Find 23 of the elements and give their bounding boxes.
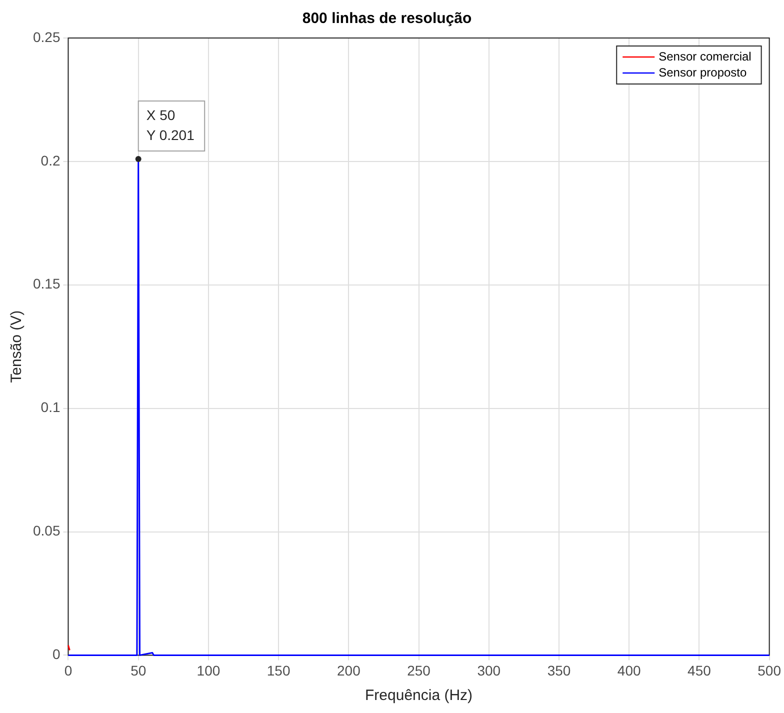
x-tick-label: 150 [266, 662, 290, 678]
x-tick-label: 100 [196, 662, 220, 678]
x-tick-label: 450 [688, 662, 712, 678]
x-tick-label: 250 [407, 662, 431, 678]
x-tick-label: 50 [130, 662, 146, 678]
y-tick-label: 0.25 [33, 28, 60, 45]
x-tick-label: 350 [547, 662, 571, 678]
y-tick-label: 0.1 [40, 399, 60, 416]
x-tick-label: 400 [617, 662, 641, 678]
y-tick-label: 0 [52, 646, 60, 662]
x-tick-label: 0 [64, 662, 72, 678]
chart-title: 800 linhas de resolução [302, 10, 472, 28]
x-axis-title: Frequência (Hz) [365, 687, 473, 704]
x-tick-label: 500 [758, 662, 782, 678]
y-axis-title: Tensão (V) [8, 310, 26, 383]
x-tick-label: 200 [336, 662, 361, 678]
x-tick-label: 300 [477, 662, 501, 678]
y-tick-label: 0.05 [33, 522, 60, 539]
legend-label: Sensor proposto [658, 65, 747, 80]
legend-label: Sensor comercial [658, 49, 752, 64]
annotation: X 50 Y 0.201 [146, 106, 195, 143]
y-tick-label: 0.2 [40, 152, 60, 168]
y-tick-label: 0.15 [33, 276, 60, 292]
